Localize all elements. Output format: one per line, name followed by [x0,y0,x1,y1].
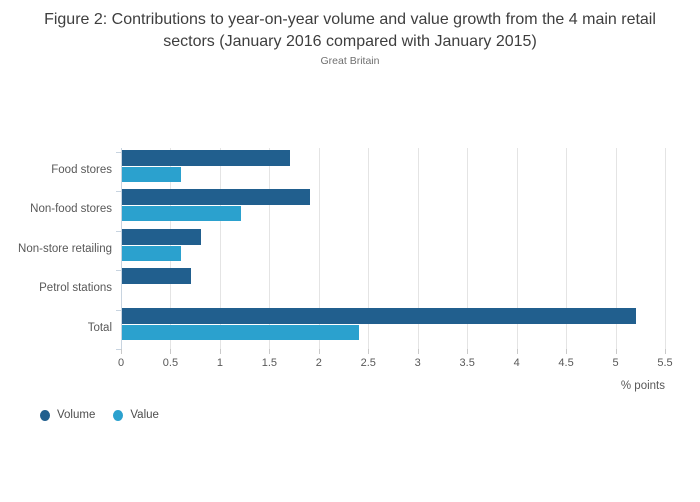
x-tick-label: 1.5 [261,357,277,369]
x-axis-tick [318,349,320,354]
category-label: Total [87,321,112,334]
x-tick-label: 3.5 [459,357,475,369]
x-tick-label: 0.5 [162,357,179,369]
category-label: Non-food stores [30,203,112,216]
x-axis-tick [170,349,172,354]
gridline [467,148,469,349]
legend-label: Volume [57,409,96,421]
gridline [566,148,568,349]
x-axis-tick [269,349,271,354]
x-axis-tick [417,349,419,354]
chart-subtitle: Great Britain [320,55,380,67]
legend-item-volume: Volume [40,409,95,421]
x-tick-label: 3 [414,357,421,369]
x-axis-tick [665,349,666,354]
x-tick-label: 2.5 [360,357,376,369]
y-axis-tick [116,270,121,272]
x-axis-tick [368,349,370,354]
gridline [269,148,271,349]
x-axis-tick [516,349,518,354]
gridline [615,148,617,349]
y-axis-tick [116,309,121,311]
x-axis-title: % points [620,380,665,392]
legend: Volume Value [40,409,159,421]
plot-area [121,148,665,349]
x-tick-label: 5 [612,357,619,369]
legend-label: Value [130,409,159,421]
bar-value-total [122,324,360,340]
bar-value-food-stores [122,167,182,182]
y-axis-tick [116,230,121,232]
category-label: Food stores [51,164,112,176]
y-axis-tick [116,349,121,350]
bar-volume-petrol-stations [122,268,192,285]
bar-volume-total [122,307,637,324]
x-tick-label: 0 [117,357,125,369]
x-axis-tick [121,349,122,354]
legend-item-value: Value [113,409,159,421]
gridline [219,148,221,349]
y-axis-tick [116,191,121,193]
x-tick-label: 4 [513,357,520,369]
category-label: Petrol stations [39,282,112,295]
x-axis-tick [219,349,221,354]
gridline [665,148,666,349]
legend-dot-icon [113,409,124,421]
gridline [516,148,518,349]
category-label: Non-store retailing [18,242,112,255]
x-axis-tick [467,349,469,354]
legend-dot-icon [40,409,50,421]
x-tick-label: 2 [315,357,322,369]
chart-title: Figure 2: Contributions to year-on-year … [44,11,656,50]
bar-value-non-store-retailing [122,245,182,261]
gridline [368,148,370,349]
bar-value-non-food-stores [122,206,241,222]
x-axis-tick [566,349,568,354]
bar-volume-non-food-stores [122,189,310,206]
y-axis-tick [116,152,121,153]
y-axis-line [121,148,122,349]
bar-volume-food-stores [122,150,291,166]
x-tick-label: 5.5 [657,357,673,369]
x-axis-tick [615,349,617,354]
x-tick-label: 4.5 [558,357,574,369]
bar-volume-non-store-retailing [122,228,202,245]
x-tick-label: 1 [216,357,223,369]
gridline [318,148,320,349]
gridline [417,148,419,349]
